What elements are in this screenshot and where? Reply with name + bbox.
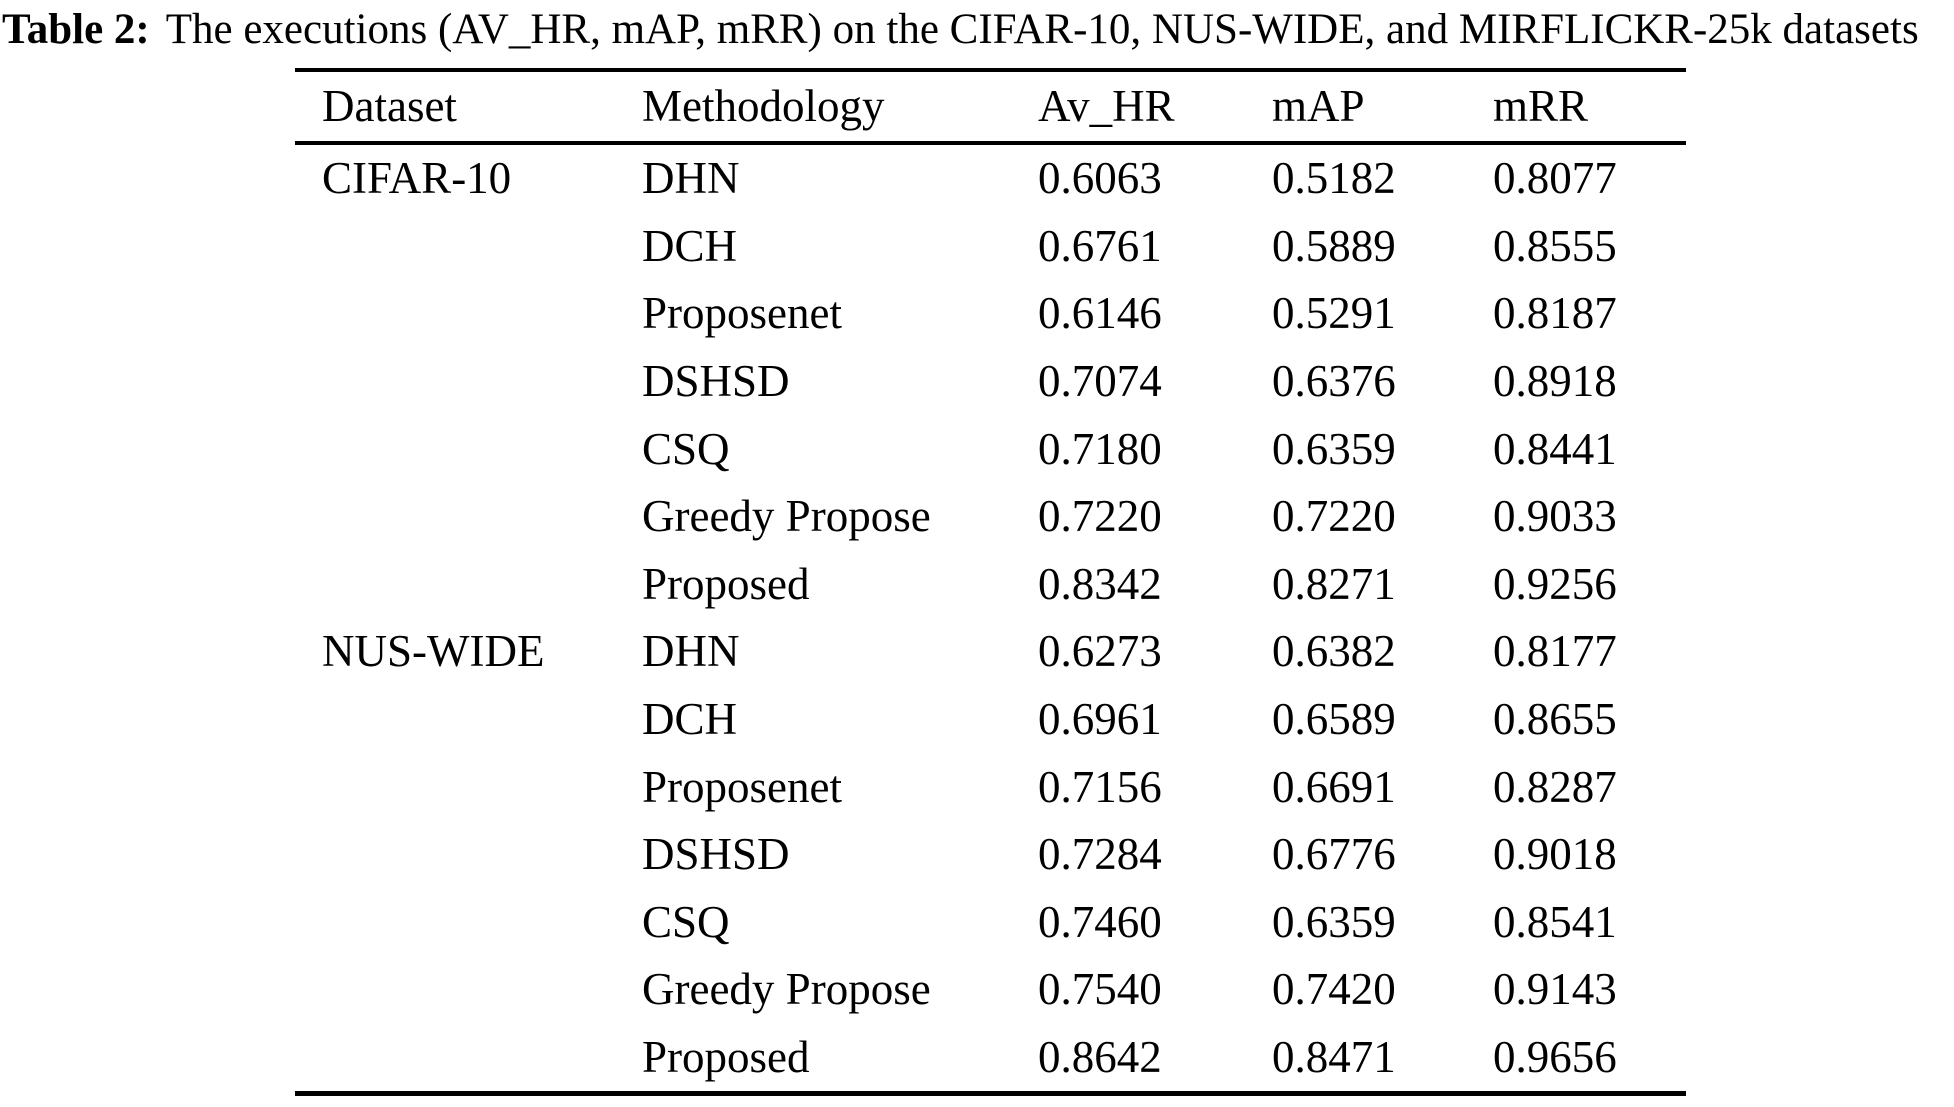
map-cell: 0.6359 xyxy=(1272,423,1396,474)
table-caption-text: The executions (AV_HR, mAP, mRR) on the … xyxy=(165,6,1919,53)
table-row: CSQ 0.7460 0.6359 0.8541 xyxy=(295,889,1686,957)
methodology-cell: DSHSD xyxy=(642,356,790,407)
mrr-cell: 0.8287 xyxy=(1493,761,1617,812)
map-cell: 0.6589 xyxy=(1272,694,1396,745)
methodology-cell: Proposenet xyxy=(642,288,842,339)
mrr-cell: 0.8177 xyxy=(1493,626,1617,677)
avhr-cell: 0.7156 xyxy=(1038,761,1162,812)
methodology-cell: DHN xyxy=(642,626,740,677)
mrr-cell: 0.8541 xyxy=(1493,896,1617,947)
table-row: NUS-WIDE DHN 0.6273 0.6382 0.8177 xyxy=(295,618,1686,686)
mrr-cell: 0.8077 xyxy=(1493,153,1617,204)
table-row: Greedy Propose 0.7540 0.7420 0.9143 xyxy=(295,956,1686,1024)
avhr-cell: 0.6961 xyxy=(1038,694,1162,745)
map-cell: 0.5182 xyxy=(1272,153,1396,204)
methodology-cell: Greedy Propose xyxy=(642,964,931,1015)
results-table: Dataset Methodology Av_HR mAP mRR CIFAR-… xyxy=(295,68,1686,1097)
table-row: Proposed 0.8642 0.8471 0.9656 xyxy=(295,1024,1686,1092)
map-cell: 0.6691 xyxy=(1272,761,1396,812)
map-cell: 0.5291 xyxy=(1272,288,1396,339)
avhr-cell: 0.7460 xyxy=(1038,896,1162,947)
dataset-cell: NUS-WIDE xyxy=(322,626,545,677)
mrr-cell: 0.8555 xyxy=(1493,220,1617,271)
map-cell: 0.7220 xyxy=(1272,491,1396,542)
mrr-cell: 0.9656 xyxy=(1493,1032,1617,1083)
methodology-cell: DCH xyxy=(642,694,738,745)
table-row: CSQ 0.7180 0.6359 0.8441 xyxy=(295,415,1686,483)
table-header-row: Dataset Methodology Av_HR mAP mRR xyxy=(295,72,1686,145)
table-body: CIFAR-10 DHN 0.6063 0.5182 0.8077 DCH 0.6761 0.… xyxy=(295,145,1686,1091)
dataset-cell: CIFAR-10 xyxy=(322,153,512,204)
map-cell: 0.6776 xyxy=(1272,829,1396,880)
avhr-cell: 0.7220 xyxy=(1038,491,1162,542)
methodology-cell: CSQ xyxy=(642,423,730,474)
table-row: DCH 0.6961 0.6589 0.8655 xyxy=(295,686,1686,754)
avhr-cell: 0.7180 xyxy=(1038,423,1162,474)
mrr-cell: 0.9018 xyxy=(1493,829,1617,880)
map-cell: 0.6359 xyxy=(1272,896,1396,947)
mrr-cell: 0.8441 xyxy=(1493,423,1617,474)
map-cell: 0.5889 xyxy=(1272,220,1396,271)
map-cell: 0.6382 xyxy=(1272,626,1396,677)
avhr-cell: 0.8342 xyxy=(1038,558,1162,609)
table-row: Greedy Propose 0.7220 0.7220 0.9033 xyxy=(295,483,1686,551)
mrr-cell: 0.9033 xyxy=(1493,491,1617,542)
methodology-cell: Proposed xyxy=(642,1032,810,1083)
column-header-mrr: mRR xyxy=(1493,81,1589,131)
mrr-cell: 0.9256 xyxy=(1493,558,1617,609)
avhr-cell: 0.7284 xyxy=(1038,829,1162,880)
column-header-map: mAP xyxy=(1272,81,1365,131)
methodology-cell: DHN xyxy=(642,153,740,204)
map-cell: 0.6376 xyxy=(1272,356,1396,407)
mrr-cell: 0.8187 xyxy=(1493,288,1617,339)
table-row: DSHSD 0.7074 0.6376 0.8918 xyxy=(295,348,1686,416)
table-row: DCH 0.6761 0.5889 0.8555 xyxy=(295,213,1686,281)
methodology-cell: CSQ xyxy=(642,896,730,947)
mrr-cell: 0.9143 xyxy=(1493,964,1617,1015)
map-cell: 0.8271 xyxy=(1272,558,1396,609)
table-caption: Table 2: The executions (AV_HR, mAP, mRR)… xyxy=(2,4,1919,56)
column-header-dataset: Dataset xyxy=(322,81,457,131)
column-header-methodology: Methodology xyxy=(642,81,885,131)
methodology-cell: DSHSD xyxy=(642,829,790,880)
table-row: Proposenet 0.6146 0.5291 0.8187 xyxy=(295,280,1686,348)
avhr-cell: 0.6273 xyxy=(1038,626,1162,677)
avhr-cell: 0.7540 xyxy=(1038,964,1162,1015)
map-cell: 0.8471 xyxy=(1272,1032,1396,1083)
methodology-cell: Proposenet xyxy=(642,761,842,812)
table-row: CIFAR-10 DHN 0.6063 0.5182 0.8077 xyxy=(295,145,1686,213)
methodology-cell: DCH xyxy=(642,220,738,271)
avhr-cell: 0.6063 xyxy=(1038,153,1162,204)
table-row: DSHSD 0.7284 0.6776 0.9018 xyxy=(295,821,1686,889)
mrr-cell: 0.8918 xyxy=(1493,356,1617,407)
avhr-cell: 0.8642 xyxy=(1038,1032,1162,1083)
mrr-cell: 0.8655 xyxy=(1493,694,1617,745)
table-row: Proposed 0.8342 0.8271 0.9256 xyxy=(295,551,1686,619)
avhr-cell: 0.6146 xyxy=(1038,288,1162,339)
table-caption-label: Table 2: xyxy=(2,6,150,53)
avhr-cell: 0.6761 xyxy=(1038,220,1162,271)
map-cell: 0.7420 xyxy=(1272,964,1396,1015)
column-header-avhr: Av_HR xyxy=(1038,81,1175,131)
avhr-cell: 0.7074 xyxy=(1038,356,1162,407)
methodology-cell: Proposed xyxy=(642,558,810,609)
methodology-cell: Greedy Propose xyxy=(642,491,931,542)
table-row: Proposenet 0.7156 0.6691 0.8287 xyxy=(295,753,1686,821)
